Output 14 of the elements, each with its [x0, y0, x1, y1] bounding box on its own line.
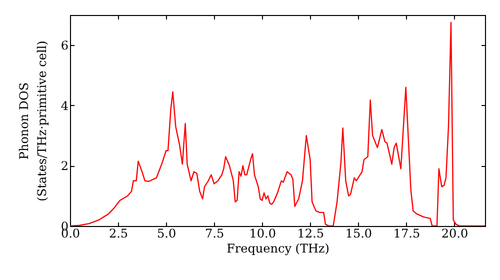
x-tick-label: 15.0 — [345, 226, 372, 240]
x-tick-label: 5.0 — [157, 226, 176, 240]
y-tick-label: 2 — [60, 159, 68, 174]
y-tick-label: 4 — [60, 98, 69, 113]
x-axis-title: Frequency (THz) — [226, 242, 330, 256]
x-tick-label: 7.5 — [205, 226, 224, 240]
x-tick-label: 10.0 — [249, 226, 276, 240]
y-tick-label: 6 — [60, 38, 68, 53]
x-tick-label: 12.5 — [297, 226, 324, 240]
line-series — [70, 22, 485, 226]
x-tick-label: 17.5 — [393, 226, 420, 240]
y-axis-title: Phonon DOS (States/THz·primitive cell) — [16, 40, 49, 202]
x-tick-label: 20.0 — [441, 226, 468, 240]
x-tick-label: 2.5 — [108, 226, 128, 240]
